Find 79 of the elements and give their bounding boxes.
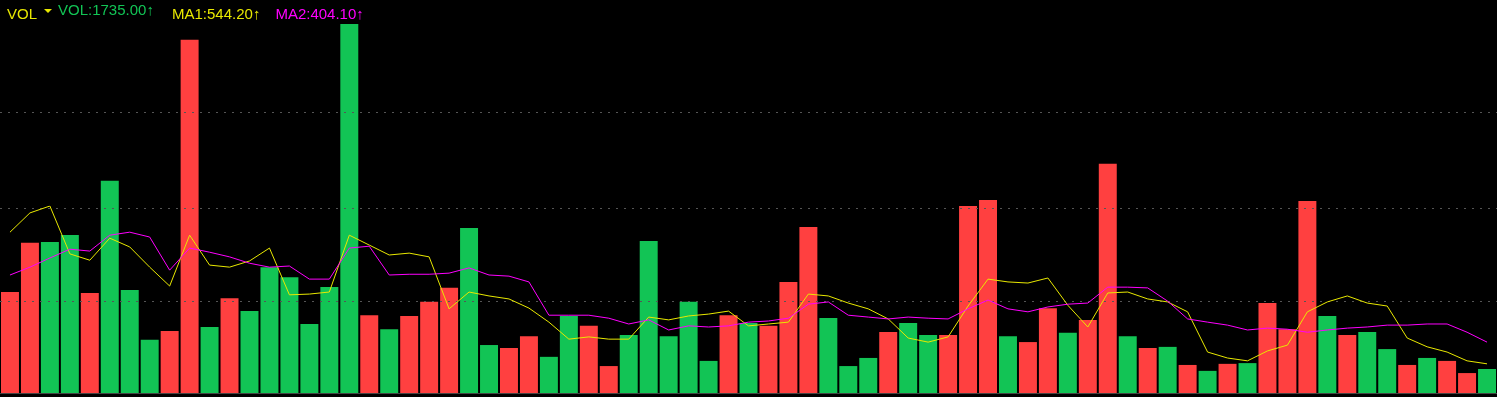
bar	[939, 335, 958, 393]
bar	[120, 290, 139, 393]
bar	[639, 240, 658, 393]
bar	[539, 356, 558, 393]
bar	[1, 291, 19, 393]
bar	[1458, 373, 1477, 393]
bar	[40, 242, 59, 393]
bar	[140, 339, 159, 393]
bar	[1098, 163, 1117, 393]
bar	[1298, 201, 1317, 393]
bar	[779, 281, 798, 393]
bar	[1118, 336, 1137, 393]
bar	[879, 332, 898, 393]
bar	[1158, 346, 1177, 393]
bar	[1258, 302, 1277, 393]
bar	[1198, 370, 1217, 393]
bar	[260, 267, 279, 393]
text: MA2:404.10↑	[275, 5, 364, 22]
bar	[659, 336, 678, 393]
bar	[699, 360, 718, 393]
bar	[799, 226, 818, 393]
bar	[1178, 364, 1197, 393]
text: MA1:544.20↑	[172, 5, 261, 22]
bar	[619, 335, 638, 393]
bar	[519, 336, 538, 393]
bar	[1058, 332, 1077, 393]
bar	[1038, 308, 1057, 393]
bar	[859, 357, 878, 393]
bar	[20, 242, 39, 393]
bar	[380, 329, 399, 393]
chart-title: VOL	[7, 5, 38, 22]
bar	[839, 366, 858, 393]
bar	[240, 311, 259, 393]
bar	[460, 228, 479, 393]
bar	[360, 315, 379, 393]
bar	[1238, 363, 1257, 393]
bar	[1018, 342, 1037, 393]
bar	[1338, 335, 1357, 393]
bar	[1478, 369, 1496, 393]
bar	[200, 326, 219, 393]
bar	[739, 322, 758, 393]
bar	[1378, 349, 1397, 393]
bar	[1358, 332, 1377, 393]
bar	[599, 366, 618, 393]
bar	[1278, 329, 1297, 393]
bar	[559, 315, 578, 393]
bar	[440, 287, 459, 393]
bar	[280, 277, 299, 393]
bar	[819, 318, 838, 393]
bar	[420, 301, 439, 393]
bar	[899, 322, 918, 393]
bar	[1418, 357, 1437, 393]
bar	[999, 336, 1017, 393]
bar	[100, 180, 119, 393]
bar	[1078, 319, 1097, 393]
bar	[759, 325, 778, 393]
bar	[340, 24, 359, 393]
bar	[959, 205, 978, 393]
bar	[320, 287, 339, 393]
bar	[80, 293, 99, 393]
bar	[220, 298, 239, 393]
bar	[500, 347, 518, 393]
bar	[1318, 315, 1337, 393]
bar	[1138, 347, 1157, 393]
bar	[180, 39, 199, 393]
bar	[1398, 364, 1417, 393]
bar	[480, 345, 498, 393]
bar	[60, 235, 79, 393]
bar	[719, 315, 738, 393]
bar	[300, 324, 319, 393]
bar	[1218, 363, 1237, 393]
bar	[1438, 360, 1457, 393]
text: VOL:1735.00↑	[58, 1, 154, 18]
bar	[160, 331, 179, 393]
bar	[579, 325, 598, 393]
bar	[979, 200, 997, 393]
bar	[400, 315, 419, 393]
bar	[919, 335, 938, 393]
bar	[679, 301, 698, 393]
